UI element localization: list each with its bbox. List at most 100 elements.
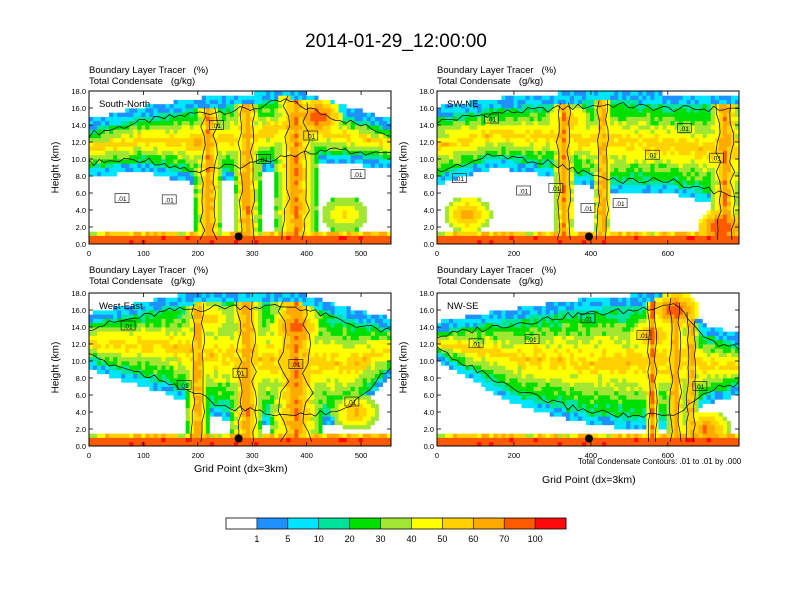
- contour-label: .01: [695, 384, 704, 391]
- plot-frame: [436, 292, 740, 447]
- contour-line: [654, 300, 658, 442]
- colorbar-label: 20: [345, 534, 355, 544]
- y-tick-label: 2.0: [76, 223, 86, 232]
- colorbar-swatch: [504, 518, 536, 529]
- panel-3: .01 .01 .01 .01 .01 NW-SE 0.0 2.0 4.0 6.0 8.0 10.0 1…: [419, 289, 740, 460]
- contour-label-box: [580, 313, 596, 324]
- contour-label-box: [644, 149, 660, 160]
- contour-label: .01: [124, 324, 133, 331]
- y-tick-label: 12.0: [419, 138, 434, 147]
- contour-label: .01: [616, 201, 625, 208]
- y-tick-label: 14.0: [71, 121, 86, 130]
- y-tick-label: 4.0: [76, 206, 86, 215]
- contour-line: [677, 302, 683, 442]
- colorbar-label: 60: [468, 534, 478, 544]
- contour-label-box: [303, 130, 319, 141]
- y-tick-label: 14.0: [419, 323, 434, 332]
- y-tick-label: 16.0: [419, 306, 434, 315]
- x-tick-label: 500: [355, 451, 368, 460]
- contour-label-box: [468, 338, 484, 349]
- contour-label-box: [516, 185, 532, 196]
- contour-line: [281, 95, 291, 240]
- x-tick-label: 200: [192, 249, 205, 258]
- colorbar-swatch: [411, 518, 443, 529]
- contour-footnote: Total Condensate Contours: .01 to .01 by…: [578, 457, 742, 466]
- colorbar-label: 100: [528, 534, 543, 544]
- y-tick-label: 4.0: [76, 408, 86, 417]
- colorbar-swatch: [287, 518, 320, 529]
- plot-frame: [88, 90, 392, 245]
- y-tick-label: 16.0: [71, 104, 86, 113]
- contour-label-box: [612, 198, 628, 208]
- colorbar-label: 50: [437, 534, 447, 544]
- contour-label-box: [288, 359, 304, 369]
- contour-label: .01: [528, 337, 537, 344]
- x-tick-label: 200: [508, 451, 521, 460]
- contour-label-box: [344, 396, 360, 407]
- y-tick-label: 18.0: [71, 87, 86, 96]
- panel-header-sw-ne: Boundary Layer Tracer (%) Total Condensat…: [437, 65, 556, 87]
- contour-label-box: [692, 381, 708, 392]
- y-tick-label: 8.0: [76, 172, 86, 181]
- plot-frame: [88, 292, 392, 447]
- colorbar-swatch: [473, 518, 505, 529]
- y-tick-label: 0.0: [76, 442, 86, 451]
- y-tick-label: 18.0: [71, 289, 86, 298]
- colorbar-label: 40: [406, 534, 416, 544]
- contour-line: [237, 104, 243, 240]
- contour-label: .01: [165, 197, 174, 204]
- contour-line: [236, 301, 243, 442]
- y-tick-label: 8.0: [76, 374, 86, 383]
- y-tick-label: 14.0: [71, 323, 86, 332]
- contour-label-box: [350, 169, 366, 179]
- y-tick-label: 4.0: [424, 408, 434, 417]
- y-tick-label: 2.0: [424, 223, 434, 232]
- contour-label: .01: [117, 196, 126, 203]
- contour-label: .01: [347, 400, 356, 407]
- contour-line: [250, 301, 258, 442]
- contour-label: .01: [680, 126, 689, 133]
- contour-label-box: [209, 120, 224, 130]
- y-tick-label: 10.0: [419, 155, 434, 164]
- x-tick-label: 0: [435, 451, 439, 460]
- contour-line: [89, 147, 391, 173]
- location-marker: [585, 232, 593, 241]
- x-tick-label: 600: [662, 249, 675, 258]
- panel-1: .01 .01 .01 .01 .01 .01 .01 .01 .01 SW-NE 0.0 2.0 4.…: [419, 87, 740, 258]
- contour-line: [685, 312, 690, 442]
- colorbar-swatch: [318, 518, 350, 529]
- section-label: West-East: [99, 301, 143, 312]
- x-axis-label: Grid Point (dx=3km): [542, 474, 636, 486]
- contour-line: [249, 103, 256, 240]
- x-tick-label: 100: [137, 249, 150, 258]
- contour-label-box: [484, 113, 499, 124]
- contour-line: [604, 99, 609, 240]
- contour-line: [437, 101, 739, 125]
- contour-label: .01: [648, 153, 657, 160]
- y-tick-label: 10.0: [71, 155, 86, 164]
- contour-line: [200, 303, 205, 442]
- tracer-label: Boundary Layer Tracer (%): [89, 265, 209, 276]
- tracer-field: .01 .01 .01 .01 .01 .01: [89, 91, 391, 244]
- colorbar-frame: [225, 517, 567, 530]
- contour-label: .01: [212, 123, 221, 130]
- contour-label: .01: [712, 156, 721, 163]
- y-tick-label: 0.0: [424, 240, 434, 249]
- contour-label: .01: [519, 189, 528, 196]
- y-tick-label: 12.0: [71, 138, 86, 147]
- colorbar-label: 70: [499, 534, 509, 544]
- x-tick-label: 200: [192, 451, 205, 460]
- x-tick-label: 0: [87, 451, 91, 460]
- y-tick-label: 16.0: [419, 104, 434, 113]
- condensate-label: Total Condensate (g/kg): [89, 76, 196, 87]
- location-marker: [234, 434, 243, 443]
- contour-label: .01: [353, 172, 362, 179]
- condensate-label: Total Condensate (g/kg): [437, 276, 544, 287]
- panel-0: .01 .01 .01 .01 .01 .01 South-North 0.0 2.0 4.0 6.…: [71, 87, 392, 258]
- contour-label-box: [452, 173, 467, 183]
- contour-line: [692, 320, 697, 442]
- colorbar-swatch: [256, 518, 289, 529]
- colorbar-swatch: [442, 518, 474, 529]
- figure-title: 2014-01-29_12:00:00: [305, 31, 487, 52]
- contour-line: [190, 303, 196, 442]
